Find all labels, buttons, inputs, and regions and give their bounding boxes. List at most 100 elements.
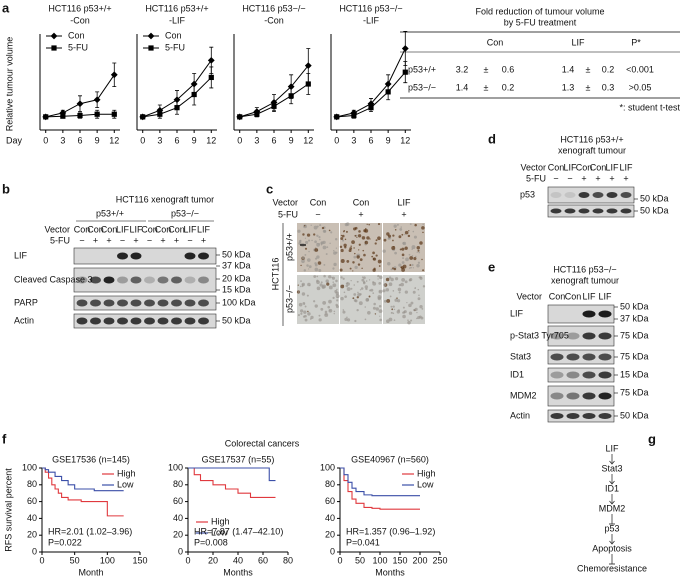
band — [598, 413, 612, 419]
stain — [323, 263, 326, 266]
stain — [421, 308, 424, 310]
stain — [307, 310, 309, 313]
stain — [350, 245, 352, 248]
panel-label: d — [488, 131, 496, 146]
stain — [364, 306, 367, 308]
stain — [309, 318, 312, 320]
marker — [43, 114, 49, 120]
stain — [356, 308, 359, 312]
table-cell: 0.2 — [602, 64, 615, 74]
x-tick-label: 6 — [174, 135, 179, 145]
stain — [407, 319, 409, 321]
stain — [352, 261, 355, 264]
stain — [417, 288, 420, 291]
size-marker: 100 kDa — [222, 297, 256, 307]
stain — [353, 293, 357, 296]
marker — [60, 113, 66, 119]
stain — [393, 267, 397, 271]
stain — [395, 277, 399, 281]
lane-label: Con — [87, 224, 104, 234]
row-header: Vector — [520, 162, 546, 172]
stain — [318, 269, 322, 273]
stain — [363, 253, 366, 257]
stain — [332, 281, 334, 283]
stain — [377, 236, 381, 241]
stain — [419, 305, 423, 309]
blot-title: xenograft tumour — [551, 275, 619, 285]
stain — [300, 312, 303, 315]
stain — [404, 233, 406, 236]
stain — [388, 282, 393, 287]
size-marker: 50 kDa — [640, 205, 669, 215]
stain — [301, 256, 305, 260]
stain — [392, 290, 395, 292]
stain — [370, 288, 374, 292]
band — [157, 276, 169, 284]
stain — [372, 257, 376, 261]
stain — [321, 226, 325, 230]
stain — [320, 281, 323, 284]
stain — [343, 230, 345, 233]
stain — [322, 229, 326, 233]
stain — [304, 253, 307, 256]
stain — [401, 253, 405, 257]
table-cell: 1.4 — [456, 82, 469, 92]
stain — [335, 294, 340, 299]
x-tick-label: 80 — [283, 555, 293, 565]
column-label: LIF — [397, 197, 411, 207]
x-axis-label: Month — [78, 567, 103, 577]
marker — [237, 114, 243, 120]
pathway-node: Chemoresistance — [577, 563, 647, 573]
legend-label: 5-FU — [165, 42, 185, 52]
marker — [401, 45, 409, 52]
chart-title: HCT116 p53−/− — [339, 3, 402, 13]
pathway-node: LIF — [605, 443, 619, 453]
band — [582, 413, 596, 419]
x-tick-label: 12 — [109, 135, 119, 145]
band — [130, 317, 142, 325]
band — [606, 192, 618, 198]
stain — [304, 237, 307, 239]
size-marker: 15 kDa — [620, 369, 649, 379]
stain — [344, 295, 347, 299]
stain — [419, 276, 423, 280]
stain — [325, 279, 329, 283]
stain — [374, 313, 377, 315]
stain — [333, 262, 337, 267]
stain — [362, 249, 365, 252]
band — [598, 332, 612, 340]
band — [144, 276, 155, 284]
stain — [366, 236, 370, 240]
x-tick-label: 0 — [337, 555, 342, 565]
stain — [421, 226, 425, 230]
lane-label: + — [93, 235, 98, 245]
stain — [323, 274, 326, 278]
stain — [332, 296, 335, 299]
stain — [390, 305, 393, 308]
stain — [417, 261, 421, 264]
stain — [371, 255, 374, 258]
column-label: Con — [353, 197, 370, 207]
x-tick-label: 150 — [392, 555, 407, 565]
x-tick-label: 3 — [60, 135, 65, 145]
table-title: Fold reduction of tumour volume — [475, 6, 604, 16]
band — [103, 299, 115, 307]
stain — [411, 263, 414, 267]
row-header: 5-FU — [50, 235, 70, 245]
stain — [330, 231, 333, 234]
stain — [322, 301, 327, 305]
stain — [363, 276, 366, 280]
survival-curve — [340, 467, 420, 497]
lane-label: Con — [101, 224, 118, 234]
stain — [391, 308, 394, 311]
stain — [316, 279, 319, 283]
band — [184, 299, 196, 307]
stain — [357, 263, 361, 266]
stain — [313, 233, 316, 236]
footnote: *: student t-test — [619, 102, 680, 112]
column-label: − — [315, 209, 320, 219]
panel-label: f — [2, 431, 7, 446]
stain — [372, 251, 375, 255]
stain — [422, 269, 425, 272]
chart-title: HCT116 p53+/+ — [48, 3, 111, 13]
